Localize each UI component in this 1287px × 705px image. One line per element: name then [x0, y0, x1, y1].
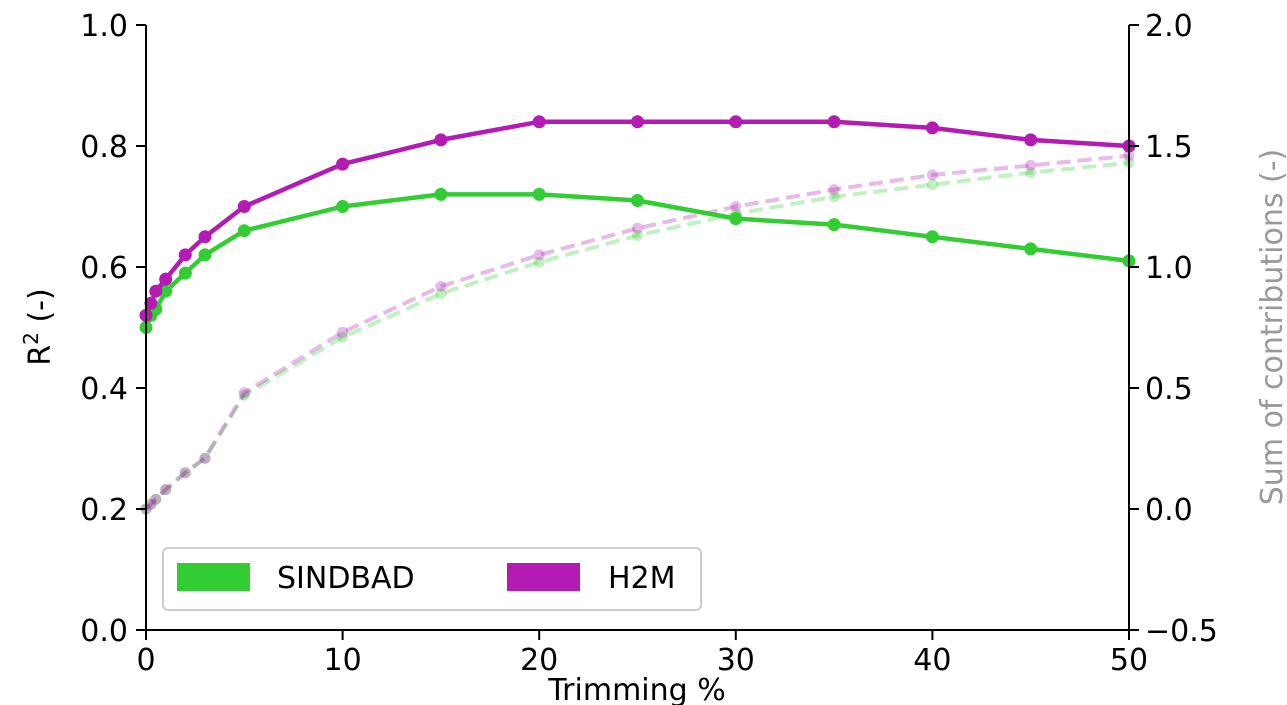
series-point-3-9 [533, 249, 545, 261]
series-point-3-11 [730, 201, 742, 212]
x-tick-label-5: 50 [1110, 643, 1148, 678]
series-point-0-4 [178, 266, 192, 280]
series-point-3-6 [238, 387, 250, 399]
series-point-2-2 [150, 493, 162, 505]
series-line-3 [144, 153, 1130, 511]
x-tick-label-2: 20 [520, 643, 558, 678]
series-point-2-6 [238, 389, 250, 401]
x-tick-label-0: 0 [136, 643, 155, 678]
y-right-tick-label-0: −0.5 [1145, 614, 1218, 649]
series-line-2 [144, 160, 1130, 511]
legend: SINDBAD H2M [162, 547, 702, 611]
series-point-0-5 [198, 248, 212, 262]
legend-swatch-sindbad [177, 563, 250, 591]
y-left-label-suffix: (-) [23, 288, 58, 332]
series-point-1-13 [925, 121, 939, 135]
x-tick-label-1: 10 [324, 643, 362, 678]
y-left-tick-label-5: 1.0 [80, 9, 128, 44]
series-point-2-5 [199, 452, 211, 464]
series-point-3-1 [145, 498, 157, 510]
series-point-0-13 [925, 230, 939, 244]
series-point-2-7 [337, 331, 349, 343]
series-point-0-7 [336, 200, 350, 213]
series-point-2-4 [179, 467, 191, 479]
series-point-0-9 [532, 187, 546, 201]
y-left-label-superscript: 2 [19, 332, 43, 345]
series-point-0-12 [827, 218, 841, 232]
y-left-label-main: R [23, 345, 58, 366]
series-point-0-6 [237, 224, 251, 238]
series-point-1-7 [336, 157, 350, 171]
series-point-3-10 [632, 222, 643, 234]
x-axis-label: Trimming % [547, 673, 725, 705]
series-point-0-10 [631, 194, 644, 207]
series-point-1-4 [178, 248, 192, 262]
series-point-1-6 [237, 200, 251, 213]
y-left-tick-label-4: 0.8 [80, 130, 128, 165]
series-line-1 [143, 119, 1130, 317]
series-point-2-14 [1025, 167, 1037, 179]
y-right-tick-label-1: 0.0 [1145, 493, 1193, 528]
series-point-2-3 [160, 484, 172, 496]
y-left-tick-label-1: 0.2 [80, 493, 128, 528]
x-tick-label-4: 40 [913, 643, 951, 678]
series-point-0-3 [159, 284, 173, 298]
y-right-tick-label-4: 1.5 [1145, 130, 1193, 165]
series-point-1-2 [149, 284, 163, 298]
series-line-0 [143, 192, 1130, 329]
series-point-1-1 [144, 296, 158, 310]
series-point-1-12 [827, 115, 841, 129]
y-right-tick-label-3: 1.0 [1145, 251, 1193, 286]
series-point-3-13 [926, 169, 938, 181]
y-right-axis-label: Sum of contributions (-) [1255, 149, 1287, 505]
series-layer [139, 115, 1136, 515]
series-point-1-8 [434, 133, 448, 147]
legend-swatch-h2m [507, 563, 580, 591]
series-point-1-9 [532, 115, 546, 129]
series-point-3-14 [1025, 159, 1037, 171]
series-point-2-8 [435, 288, 447, 300]
series-point-1-11 [729, 115, 743, 129]
series-point-0-11 [729, 212, 743, 226]
ticks-layer: 0 10 20 30 40 50 0.0 0.2 0.4 0.6 0.8 1.0 −0.5 0.0 0.5 1… [80, 9, 1218, 678]
y-right-tick-label-5: 2.0 [1145, 9, 1193, 44]
legend-label-h2m: H2M [608, 561, 676, 596]
y-left-axis-label: R2 (-) [19, 288, 58, 365]
y-left-tick-label-0: 0.0 [80, 614, 128, 649]
y-left-tick-label-3: 0.6 [80, 251, 128, 286]
series-point-2-10 [632, 230, 643, 241]
series-point-3-7 [337, 326, 349, 338]
series-point-1-3 [159, 272, 173, 286]
series-point-3-3 [160, 484, 172, 496]
x-tick-label-3: 30 [717, 643, 755, 678]
series-point-2-13 [926, 179, 938, 191]
series-point-3-8 [435, 280, 447, 292]
series-point-3-2 [150, 493, 162, 505]
legend-label-sindbad: SINDBAD [277, 561, 415, 596]
series-point-3-4 [179, 467, 191, 479]
series-point-2-9 [533, 256, 545, 268]
series-point-0-14 [1024, 242, 1038, 256]
series-point-1-10 [631, 115, 644, 129]
axes-layer [145, 25, 1130, 631]
series-point-1-14 [1024, 133, 1038, 147]
series-point-1-5 [198, 230, 212, 244]
y-left-tick-label-2: 0.4 [80, 372, 128, 407]
series-point-0-8 [434, 187, 448, 201]
series-point-3-5 [199, 452, 211, 464]
series-point-2-12 [828, 191, 840, 203]
series-point-3-12 [828, 184, 840, 196]
series-point-2-1 [145, 498, 157, 510]
y-right-tick-label-2: 0.5 [1145, 372, 1193, 407]
